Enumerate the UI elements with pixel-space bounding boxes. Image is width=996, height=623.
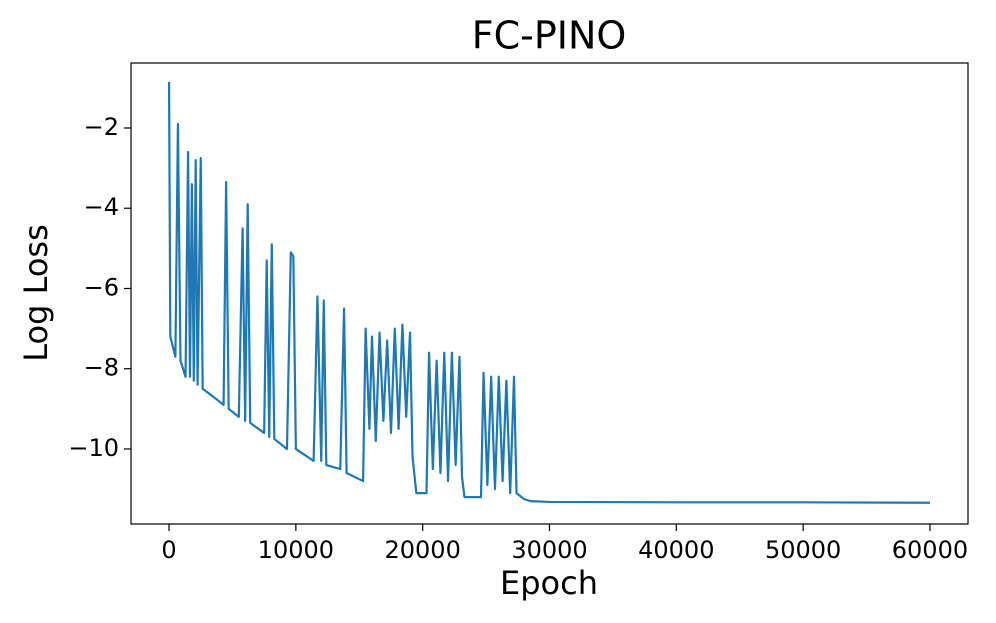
y-axis-label: Log Loss xyxy=(17,224,55,362)
x-tick-label: 10000 xyxy=(258,536,334,564)
plot-frame xyxy=(130,62,969,525)
y-tick-label: −4 xyxy=(84,193,119,221)
x-tick-label: 20000 xyxy=(385,536,461,564)
x-tick-label: 40000 xyxy=(638,536,714,564)
y-tick-label: −10 xyxy=(68,434,119,462)
data-line xyxy=(167,81,930,504)
y-tick-label: −6 xyxy=(84,273,119,301)
x-tick-label: 0 xyxy=(161,536,176,564)
x-tick-label: 30000 xyxy=(511,536,587,564)
y-tick-label: −2 xyxy=(84,113,119,141)
x-tick-label: 50000 xyxy=(765,536,841,564)
x-tick-label: 60000 xyxy=(892,536,968,564)
x-axis-label: Epoch xyxy=(500,564,598,602)
y-tick-label: −8 xyxy=(84,354,119,382)
chart-title: FC-PINO xyxy=(472,14,627,58)
